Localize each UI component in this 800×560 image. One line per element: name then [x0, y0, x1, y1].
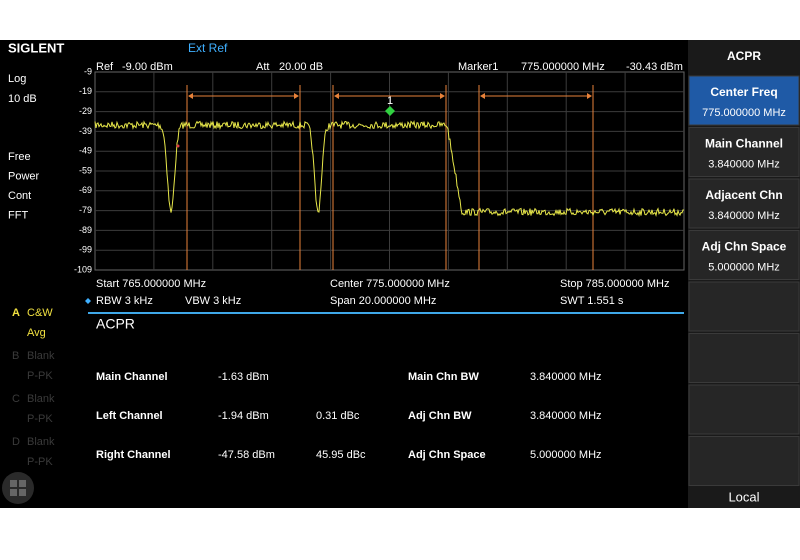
menu-button[interactable]: [688, 281, 800, 332]
y-label: -29: [79, 106, 92, 116]
row-dbc: 45.95 dBc: [316, 449, 366, 461]
y-label: -89: [79, 225, 92, 235]
trace-type[interactable]: C&W: [27, 307, 53, 319]
menu-value[interactable]: 3.840000 MHz: [708, 158, 780, 170]
rbw: RBW 3 kHz: [96, 295, 153, 307]
trace-letter[interactable]: A: [12, 307, 20, 319]
row-value: -47.58 dBm: [218, 449, 275, 461]
row-value: -1.63 dBm: [218, 371, 269, 383]
y-label: -79: [79, 205, 92, 215]
local[interactable]: Local: [728, 489, 759, 504]
trace-det[interactable]: P-PK: [27, 456, 53, 468]
row-dbc: 0.31 dBc: [316, 410, 360, 422]
trace-letter[interactable]: B: [12, 350, 19, 362]
vbw: VBW 3 kHz: [185, 295, 241, 307]
menu-value[interactable]: 3.840000 MHz: [708, 210, 780, 222]
menu-icon[interactable]: [2, 472, 34, 504]
trace-type[interactable]: Blank: [27, 393, 55, 405]
param-value: 5.000000 MHz: [530, 449, 602, 461]
menu-button[interactable]: [688, 384, 800, 435]
row-label: Right Channel: [96, 449, 171, 461]
trace-det[interactable]: Avg: [27, 327, 46, 339]
menu-value[interactable]: 5.000000 MHz: [708, 261, 780, 273]
center: Center 775.000000 MHz: [330, 278, 450, 290]
y-label: -9: [84, 66, 92, 76]
start: Start 765.000000 MHz: [96, 278, 206, 290]
mode: FFT: [8, 209, 28, 221]
row-label: Left Channel: [96, 410, 163, 422]
menu-label[interactable]: Adjacent Chn: [705, 188, 782, 202]
rbw-icon: [85, 298, 91, 304]
trace-letter[interactable]: D: [12, 436, 20, 448]
marker-freq: 775.000000 MHz: [521, 61, 605, 73]
menu-button[interactable]: [688, 75, 800, 126]
ext-ref: Ext Ref: [188, 41, 228, 55]
channel-markers: [186, 85, 594, 270]
menu-label[interactable]: Main Channel: [705, 137, 783, 151]
row-value: -1.94 dBm: [218, 410, 269, 422]
menu-label[interactable]: Adj Chn Space: [702, 240, 787, 254]
y-label: -99: [79, 245, 92, 255]
y-label: -49: [79, 146, 92, 156]
y-label: -69: [79, 185, 92, 195]
marker-label: Marker1: [458, 61, 498, 73]
acpr-title: ACPR: [96, 316, 135, 332]
trace: [94, 119, 685, 218]
y-label: -109: [74, 264, 92, 274]
menu-value[interactable]: 775.000000 MHz: [702, 107, 786, 119]
mode: Free: [8, 151, 31, 163]
menu-label[interactable]: Center Freq: [710, 85, 777, 99]
menu-button[interactable]: [688, 178, 800, 229]
arrow-heads: [188, 93, 592, 99]
scale: Log: [8, 73, 26, 85]
param-value: 3.840000 MHz: [530, 410, 602, 422]
y-label: -19: [79, 86, 92, 96]
swt: SWT 1.551 s: [560, 295, 624, 307]
ref-label: Ref: [96, 61, 114, 73]
menu-icon-grid: [10, 480, 26, 496]
att-label: Att: [256, 61, 269, 73]
stop: Stop 785.000000 MHz: [560, 278, 669, 290]
param-value: 3.840000 MHz: [530, 371, 602, 383]
param-label: Adj Chn Space: [408, 449, 486, 461]
brand: SIGLENT: [8, 40, 64, 55]
row-label: Main Channel: [96, 371, 168, 383]
marker-level: -30.43 dBm: [626, 61, 683, 73]
menu-title: ACPR: [727, 49, 761, 63]
menu-button[interactable]: [688, 127, 800, 177]
att-value: 20.00 dB: [279, 61, 323, 73]
menu-button[interactable]: [688, 230, 800, 280]
y-label: -59: [79, 165, 92, 175]
trace-type[interactable]: Blank: [27, 436, 55, 448]
trace-letter[interactable]: C: [12, 393, 20, 405]
trace-type[interactable]: Blank: [27, 350, 55, 362]
y-label: -39: [79, 126, 92, 136]
menu-button[interactable]: [688, 436, 800, 486]
param-label: Main Chn BW: [408, 371, 479, 383]
div: 10 dB: [8, 93, 37, 105]
marker: [385, 106, 395, 116]
ref-value: -9.00 dBm: [122, 61, 173, 73]
trace-det[interactable]: P-PK: [27, 370, 53, 382]
span: Span 20.000000 MHz: [330, 295, 436, 307]
dot: [176, 144, 180, 148]
param-label: Adj Chn BW: [408, 410, 472, 422]
marker-number: 1: [387, 95, 393, 107]
menu-button[interactable]: [688, 333, 800, 383]
mode: Power: [8, 170, 40, 182]
mode: Cont: [8, 190, 31, 202]
trace-det[interactable]: P-PK: [27, 413, 53, 425]
